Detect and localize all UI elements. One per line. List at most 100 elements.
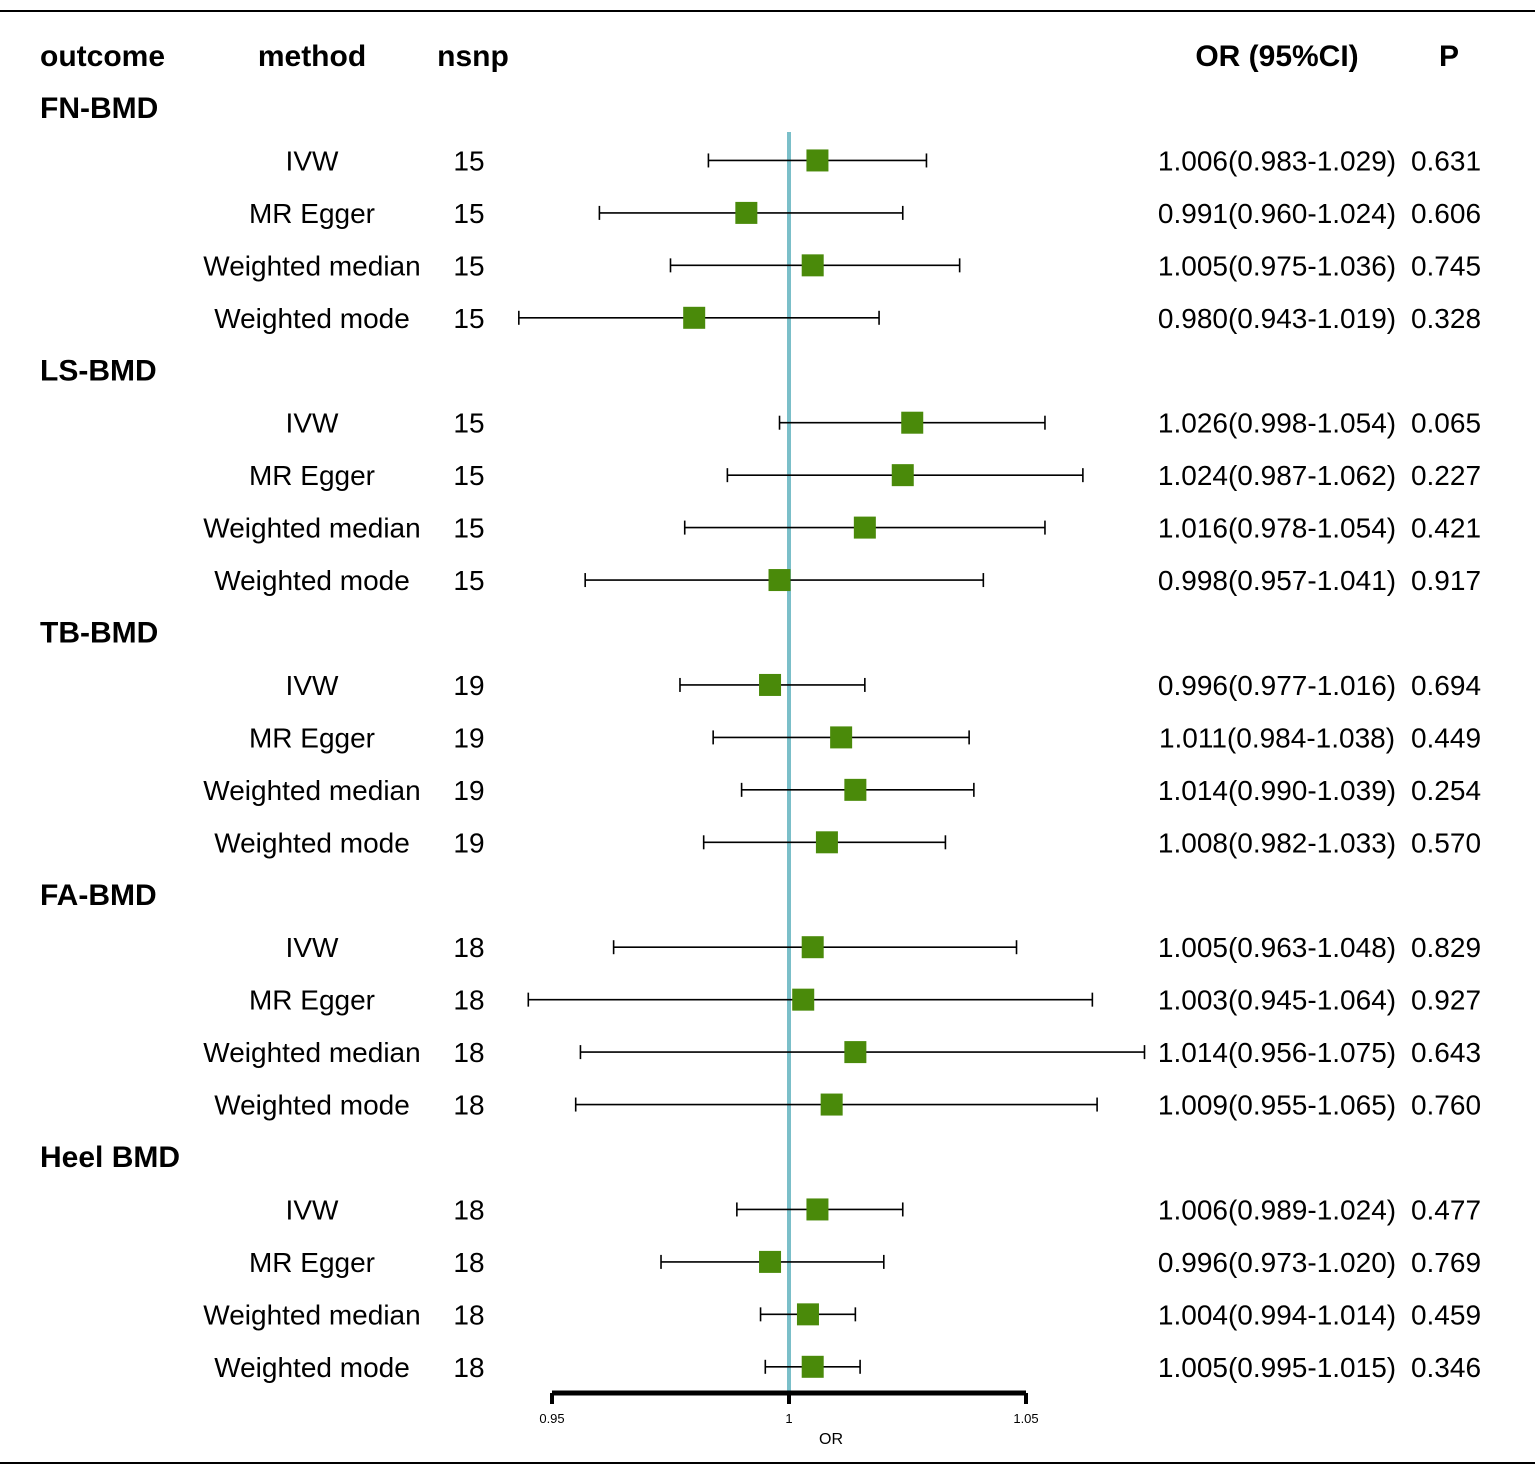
method-label: MR Egger (249, 198, 375, 229)
or-ci-value: 1.005(0.963-1.048) (1158, 932, 1396, 963)
nsnp-value: 18 (453, 1037, 484, 1068)
group-label: TB-BMD (40, 617, 158, 650)
or-ci-value: 0.991(0.960-1.024) (1158, 198, 1396, 229)
or-marker (759, 673, 782, 696)
header-nsnp: nsnp (437, 40, 509, 73)
p-value: 0.917 (1411, 565, 1481, 596)
nsnp-value: 18 (453, 1299, 484, 1330)
method-label: Weighted median (203, 1037, 420, 1068)
or-ci-value: 1.026(0.998-1.054) (1158, 408, 1396, 439)
group-label: Heel BMD (40, 1141, 180, 1174)
method-label: Weighted mode (214, 1090, 410, 1121)
method-label: Weighted median (203, 513, 420, 544)
group-label: FN-BMD (40, 92, 158, 125)
x-tick-label: 1.05 (1013, 1411, 1038, 1426)
or-marker (806, 1198, 829, 1221)
p-value: 0.065 (1411, 408, 1481, 439)
x-tick-label: 1 (785, 1411, 792, 1426)
p-value: 0.927 (1411, 985, 1481, 1016)
p-value: 0.477 (1411, 1194, 1481, 1225)
or-marker (735, 201, 758, 224)
or-ci-value: 1.006(0.989-1.024) (1158, 1194, 1396, 1225)
method-label: IVW (286, 408, 339, 439)
nsnp-value: 15 (453, 303, 484, 334)
or-marker (768, 569, 791, 592)
p-value: 0.829 (1411, 932, 1481, 963)
p-value: 0.449 (1411, 722, 1481, 753)
header-p: P (1439, 40, 1459, 73)
method-label: Weighted median (203, 775, 420, 806)
header-or-ci: OR (95%CI) (1195, 40, 1358, 73)
method-label: MR Egger (249, 460, 375, 491)
rows-layer: FN-BMD IVW 15 1.006(0.983-1.029) 0.631 MR Egg… (40, 92, 1481, 1383)
nsnp-value: 18 (453, 1194, 484, 1225)
method-label: MR Egger (249, 722, 375, 753)
or-ci-value: 0.998(0.957-1.041) (1158, 565, 1396, 596)
or-marker (683, 306, 706, 329)
nsnp-value: 15 (453, 250, 484, 281)
method-label: Weighted mode (214, 303, 410, 334)
nsnp-value: 15 (453, 460, 484, 491)
or-ci-value: 1.005(0.995-1.015) (1158, 1352, 1396, 1383)
method-label: IVW (286, 670, 339, 701)
x-axis-label: OR (819, 1431, 843, 1448)
or-ci-value: 1.006(0.983-1.029) (1158, 145, 1396, 176)
nsnp-value: 15 (453, 408, 484, 439)
or-marker (830, 726, 853, 749)
nsnp-value: 15 (453, 565, 484, 596)
or-ci-value: 1.024(0.987-1.062) (1158, 460, 1396, 491)
x-tick-label: 0.95 (539, 1411, 564, 1426)
or-marker (759, 1250, 782, 1273)
or-marker (820, 1093, 843, 1116)
or-ci-value: 0.980(0.943-1.019) (1158, 303, 1396, 334)
group-label: FA-BMD (40, 879, 157, 912)
header-outcome: outcome (40, 40, 165, 73)
or-marker (815, 831, 838, 854)
nsnp-value: 19 (453, 827, 484, 858)
nsnp-value: 18 (453, 1090, 484, 1121)
or-marker (844, 778, 867, 801)
or-marker (806, 149, 829, 172)
or-ci-value: 1.016(0.978-1.054) (1158, 513, 1396, 544)
or-ci-value: 0.996(0.973-1.020) (1158, 1247, 1396, 1278)
p-value: 0.459 (1411, 1299, 1481, 1330)
or-marker (901, 411, 924, 434)
or-ci-value: 1.003(0.945-1.064) (1158, 985, 1396, 1016)
p-value: 0.421 (1411, 513, 1481, 544)
or-marker (853, 516, 876, 539)
or-ci-value: 1.005(0.975-1.036) (1158, 250, 1396, 281)
nsnp-value: 19 (453, 722, 484, 753)
or-marker (796, 1303, 819, 1326)
nsnp-value: 18 (453, 985, 484, 1016)
nsnp-value: 18 (453, 1352, 484, 1383)
p-value: 0.694 (1411, 670, 1481, 701)
p-value: 0.328 (1411, 303, 1481, 334)
method-label: IVW (286, 1194, 339, 1225)
method-label: MR Egger (249, 985, 375, 1016)
or-marker (844, 1041, 867, 1064)
p-value: 0.346 (1411, 1352, 1481, 1383)
p-value: 0.606 (1411, 198, 1481, 229)
nsnp-value: 15 (453, 513, 484, 544)
method-label: Weighted mode (214, 827, 410, 858)
header-method: method (258, 40, 366, 73)
method-label: IVW (286, 932, 339, 963)
method-label: Weighted mode (214, 1352, 410, 1383)
p-value: 0.760 (1411, 1090, 1481, 1121)
method-label: Weighted median (203, 250, 420, 281)
p-value: 0.570 (1411, 827, 1481, 858)
or-ci-value: 1.014(0.956-1.075) (1158, 1037, 1396, 1068)
or-ci-value: 1.014(0.990-1.039) (1158, 775, 1396, 806)
nsnp-value: 19 (453, 775, 484, 806)
p-value: 0.769 (1411, 1247, 1481, 1278)
nsnp-value: 15 (453, 198, 484, 229)
or-marker (801, 254, 824, 277)
nsnp-value: 15 (453, 145, 484, 176)
group-label: LS-BMD (40, 354, 157, 387)
nsnp-value: 19 (453, 670, 484, 701)
or-marker (792, 988, 815, 1011)
p-value: 0.227 (1411, 460, 1481, 491)
method-label: Weighted mode (214, 565, 410, 596)
or-marker (801, 1355, 824, 1378)
